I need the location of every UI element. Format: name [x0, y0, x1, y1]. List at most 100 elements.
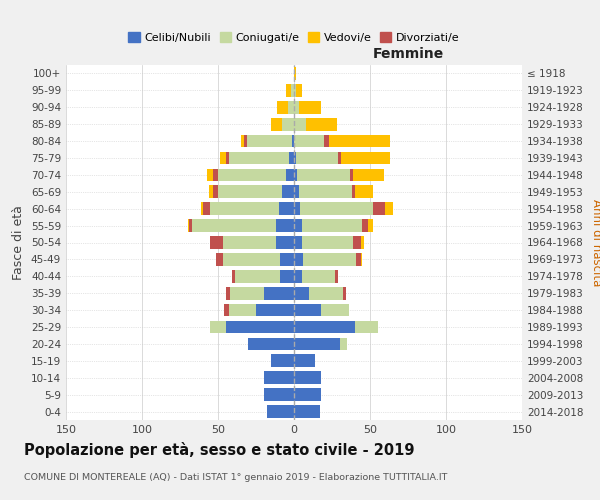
Bar	[218, 168, 286, 181]
Bar	[263, 388, 294, 401]
Bar	[294, 186, 299, 198]
Bar	[256, 304, 294, 316]
Bar	[226, 287, 230, 300]
Text: Popolazione per età, sesso e stato civile - 2019: Popolazione per età, sesso e stato civil…	[24, 442, 415, 458]
Bar	[335, 270, 338, 282]
Bar	[286, 84, 291, 96]
Bar	[329, 134, 390, 147]
Bar	[294, 354, 315, 367]
Bar	[362, 220, 368, 232]
Bar	[209, 186, 214, 198]
Bar	[271, 118, 282, 130]
Y-axis label: Fasce di età: Fasce di età	[13, 205, 25, 280]
Bar	[223, 253, 280, 266]
Bar	[294, 388, 322, 401]
Bar	[341, 152, 390, 164]
Bar	[280, 253, 294, 266]
Bar	[282, 186, 294, 198]
Bar	[355, 320, 377, 334]
Bar	[288, 101, 294, 114]
Bar	[192, 220, 276, 232]
Bar	[224, 304, 229, 316]
Bar	[343, 287, 346, 300]
Bar	[263, 287, 294, 300]
Bar	[322, 304, 349, 316]
Bar	[263, 372, 294, 384]
Bar	[306, 118, 337, 130]
Bar	[294, 134, 325, 147]
Bar	[220, 152, 226, 164]
Bar	[203, 202, 211, 215]
Bar	[294, 168, 297, 181]
Bar	[211, 202, 279, 215]
Bar	[294, 84, 296, 96]
Bar	[368, 220, 373, 232]
Bar	[373, 202, 385, 215]
Bar	[297, 168, 350, 181]
Bar	[286, 168, 294, 181]
Bar	[294, 220, 302, 232]
Bar	[385, 202, 393, 215]
Bar	[189, 220, 192, 232]
Bar	[294, 372, 322, 384]
Bar	[294, 152, 296, 164]
Bar	[356, 253, 361, 266]
Bar	[276, 236, 294, 249]
Bar	[271, 354, 294, 367]
Bar	[299, 101, 322, 114]
Bar	[299, 186, 352, 198]
Bar	[289, 152, 294, 164]
Bar	[214, 186, 218, 198]
Bar	[226, 152, 229, 164]
Bar	[232, 270, 235, 282]
Bar	[302, 220, 362, 232]
Bar	[309, 287, 343, 300]
Text: COMUNE DI MONTEREALE (AQ) - Dati ISTAT 1° gennaio 2019 - Elaborazione TUTTITALIA: COMUNE DI MONTEREALE (AQ) - Dati ISTAT 1…	[24, 473, 448, 482]
Bar	[294, 236, 302, 249]
Bar	[325, 134, 329, 147]
Bar	[211, 236, 223, 249]
Bar	[294, 118, 306, 130]
Bar	[292, 134, 294, 147]
Bar	[352, 186, 355, 198]
Bar	[229, 152, 289, 164]
Bar	[338, 152, 341, 164]
Bar	[294, 67, 296, 80]
Bar	[235, 270, 280, 282]
Bar	[229, 304, 256, 316]
Bar	[294, 270, 302, 282]
Bar	[201, 202, 203, 215]
Bar	[248, 338, 294, 350]
Bar	[361, 236, 364, 249]
Bar	[294, 304, 322, 316]
Bar	[208, 168, 214, 181]
Bar	[294, 287, 309, 300]
Bar	[226, 320, 294, 334]
Bar	[361, 253, 362, 266]
Bar	[294, 202, 300, 215]
Bar	[214, 168, 218, 181]
Bar	[296, 84, 302, 96]
Bar	[294, 253, 303, 266]
Bar	[218, 186, 282, 198]
Bar	[353, 236, 361, 249]
Bar	[217, 253, 223, 266]
Bar	[277, 101, 288, 114]
Bar	[303, 253, 356, 266]
Bar	[241, 134, 244, 147]
Bar	[294, 101, 299, 114]
Text: Femmine: Femmine	[373, 48, 443, 62]
Bar	[276, 220, 294, 232]
Bar	[294, 320, 355, 334]
Bar	[282, 118, 294, 130]
Bar	[247, 134, 292, 147]
Bar	[266, 405, 294, 418]
Y-axis label: Anni di nascita: Anni di nascita	[590, 199, 600, 286]
Bar	[294, 338, 340, 350]
Bar	[291, 84, 294, 96]
Bar	[230, 287, 263, 300]
Bar	[244, 134, 247, 147]
Bar	[223, 236, 276, 249]
Bar	[188, 220, 189, 232]
Legend: Celibi/Nubili, Coniugati/e, Vedovi/e, Divorziati/e: Celibi/Nubili, Coniugati/e, Vedovi/e, Di…	[124, 28, 464, 48]
